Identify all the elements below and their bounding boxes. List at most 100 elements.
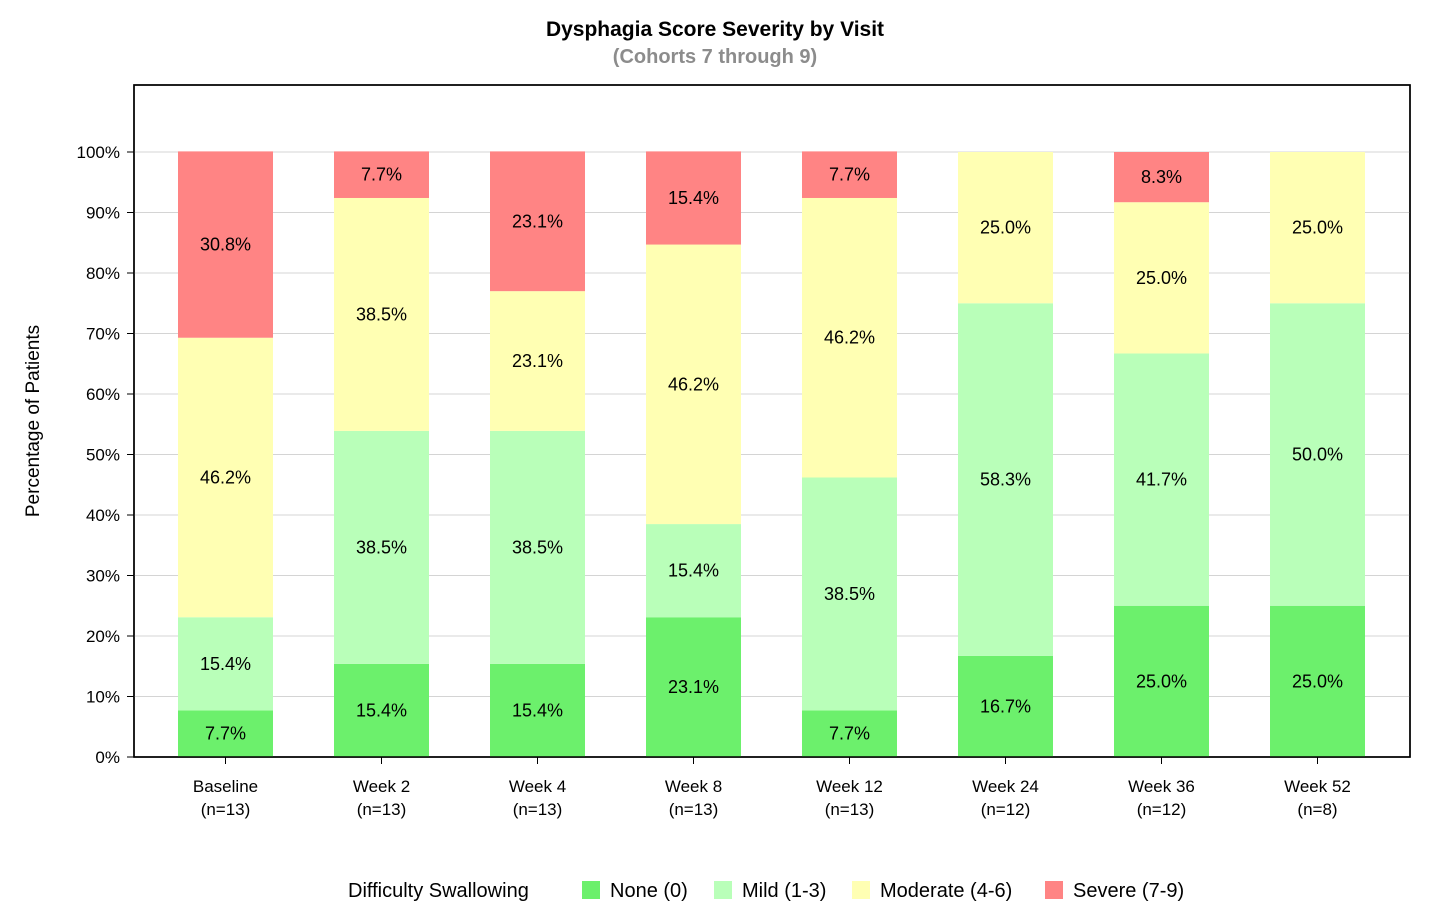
data-label: 7.7% <box>829 165 870 185</box>
legend-swatch <box>1045 881 1063 899</box>
bar-segment <box>490 291 585 431</box>
legend-swatch <box>852 881 870 899</box>
bar-segment <box>334 663 429 757</box>
y-tick-label: 40% <box>86 506 120 525</box>
data-label: 25.0% <box>1136 671 1187 691</box>
data-label: 15.4% <box>512 700 563 720</box>
data-label: 15.4% <box>668 188 719 208</box>
legend-label: None (0) <box>610 880 688 902</box>
y-tick-label: 80% <box>86 264 120 283</box>
bar-segment <box>1114 605 1209 757</box>
data-label: 23.1% <box>668 677 719 697</box>
bar-segment <box>958 303 1053 656</box>
data-label: 41.7% <box>1136 470 1187 490</box>
x-tick-sublabel: (n=13) <box>825 800 875 819</box>
legend-swatch <box>582 881 600 899</box>
data-label: 23.1% <box>512 351 563 371</box>
bar-segment <box>178 151 273 338</box>
chart-title: Dysphagia Score Severity by Visit <box>545 18 885 41</box>
x-tick-sublabel: (n=13) <box>513 800 563 819</box>
bar-segment <box>1270 605 1365 757</box>
data-label: 15.4% <box>668 561 719 581</box>
y-tick-label: 20% <box>86 627 120 646</box>
bar-segment <box>334 151 429 198</box>
y-tick-label: 100% <box>77 143 120 162</box>
data-label: 7.7% <box>361 165 402 185</box>
bar-segment <box>958 655 1053 757</box>
x-tick-sublabel: (n=12) <box>981 800 1031 819</box>
plot-frame <box>133 84 1411 758</box>
data-label: 25.0% <box>980 218 1031 238</box>
bar-segment <box>1114 353 1209 606</box>
legend-label: Severe (7-9) <box>1073 880 1184 902</box>
data-label: 46.2% <box>668 374 719 394</box>
legend-label: Moderate (4-6) <box>880 880 1012 902</box>
y-tick-label: 30% <box>86 567 120 586</box>
data-label: 25.0% <box>1136 268 1187 288</box>
data-label: 38.5% <box>356 304 407 324</box>
bar-segment <box>1114 152 1209 203</box>
bar-segment <box>646 617 741 757</box>
bar-segment <box>490 663 585 757</box>
data-label: 58.3% <box>980 470 1031 490</box>
bar-segment <box>802 197 897 478</box>
x-tick-sublabel: (n=13) <box>201 800 251 819</box>
data-label: 38.5% <box>512 537 563 557</box>
y-tick-label: 70% <box>86 325 120 344</box>
y-tick-label: 0% <box>95 748 120 767</box>
data-label: 15.4% <box>200 654 251 674</box>
bar-segment <box>178 710 273 757</box>
data-label: 30.8% <box>200 235 251 255</box>
y-axis-title: Percentage of Patients <box>23 325 44 517</box>
x-tick-label: Baseline <box>193 777 258 796</box>
data-label: 46.2% <box>824 328 875 348</box>
bar-segment <box>646 244 741 525</box>
x-tick-sublabel: (n=12) <box>1137 800 1187 819</box>
x-tick-label: Week 52 <box>1284 777 1351 796</box>
y-tick-label: 50% <box>86 446 120 465</box>
x-tick-label: Week 4 <box>509 777 566 796</box>
x-tick-sublabel: (n=8) <box>1297 800 1337 819</box>
legend-title: Difficulty Swallowing <box>348 880 529 902</box>
x-tick-label: Week 24 <box>972 777 1039 796</box>
bar-segment <box>646 524 741 618</box>
data-label: 8.3% <box>1141 167 1182 187</box>
data-label: 15.4% <box>356 700 407 720</box>
plot-frame-border <box>133 84 1411 758</box>
bar-segment <box>334 197 429 431</box>
data-label: 46.2% <box>200 467 251 487</box>
chart-subtitle: (Cohorts 7 through 9) <box>612 46 818 68</box>
bar-segment <box>178 617 273 711</box>
data-label: 23.1% <box>512 211 563 231</box>
bar-segment <box>1270 303 1365 606</box>
data-label: 16.7% <box>980 696 1031 716</box>
bar-segment <box>802 151 897 198</box>
data-label: 25.0% <box>1292 671 1343 691</box>
bar-segment <box>178 337 273 618</box>
bar-segment <box>1114 202 1209 354</box>
bar-segment <box>334 430 429 664</box>
data-label: 50.0% <box>1292 445 1343 465</box>
x-tick-sublabel: (n=13) <box>357 800 407 819</box>
data-label: 38.5% <box>824 584 875 604</box>
bar-segment <box>1270 152 1365 304</box>
bar-segment <box>958 152 1053 304</box>
y-tick-label: 90% <box>86 204 120 223</box>
x-tick-label: Week 8 <box>665 777 722 796</box>
x-tick-label: Week 12 <box>816 777 883 796</box>
bar-segment <box>802 477 897 711</box>
bar-segment <box>646 151 741 245</box>
data-label: 38.5% <box>356 537 407 557</box>
bar-segment <box>490 430 585 664</box>
data-label: 7.7% <box>829 724 870 744</box>
bar-segment <box>490 151 585 292</box>
bar-segment <box>802 710 897 757</box>
data-label: 7.7% <box>205 724 246 744</box>
y-tick-label: 10% <box>86 688 120 707</box>
legend-label: Mild (1-3) <box>742 880 826 902</box>
x-tick-label: Week 36 <box>1128 777 1195 796</box>
legend-swatch <box>714 881 732 899</box>
y-tick-label: 60% <box>86 385 120 404</box>
x-tick-label: Week 2 <box>353 777 410 796</box>
